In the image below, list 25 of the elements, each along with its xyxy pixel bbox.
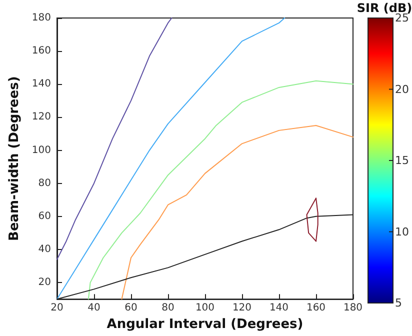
x-tick-label: 20 bbox=[50, 302, 64, 314]
x-tick-label: 100 bbox=[195, 302, 215, 314]
y-tick-label: 160 bbox=[32, 46, 51, 57]
y-tick-label: 80 bbox=[38, 178, 51, 189]
y-tick-label: 60 bbox=[38, 210, 51, 222]
x-tick-label: 180 bbox=[343, 302, 363, 314]
x-tick-label: 80 bbox=[162, 302, 174, 314]
color-bar-label: 10 bbox=[395, 225, 409, 238]
y-tick-label: 40 bbox=[38, 244, 51, 255]
color-bar-title: SIR (dB) bbox=[356, 1, 412, 15]
y-tick-label: 20 bbox=[38, 277, 51, 288]
y-axis-title: Beam-width (Degrees) bbox=[7, 76, 22, 241]
y-tick-label: 100 bbox=[32, 144, 51, 156]
x-tick-label: 120 bbox=[232, 302, 252, 314]
x-axis-title: Angular Interval (Degrees) bbox=[106, 317, 304, 332]
y-tick-label: 140 bbox=[32, 78, 51, 90]
y-tick-label: 120 bbox=[32, 112, 51, 123]
color-bar-label: 5 bbox=[395, 296, 402, 310]
color-bar-label: 15 bbox=[395, 154, 409, 167]
x-tick-label: 40 bbox=[88, 302, 100, 314]
x-tick-label: 140 bbox=[269, 302, 289, 314]
y-tick-label: 180 bbox=[32, 12, 51, 24]
color-bar-label: 20 bbox=[395, 82, 409, 96]
x-tick-label: 160 bbox=[306, 302, 326, 314]
x-tick-label: 60 bbox=[124, 302, 138, 314]
